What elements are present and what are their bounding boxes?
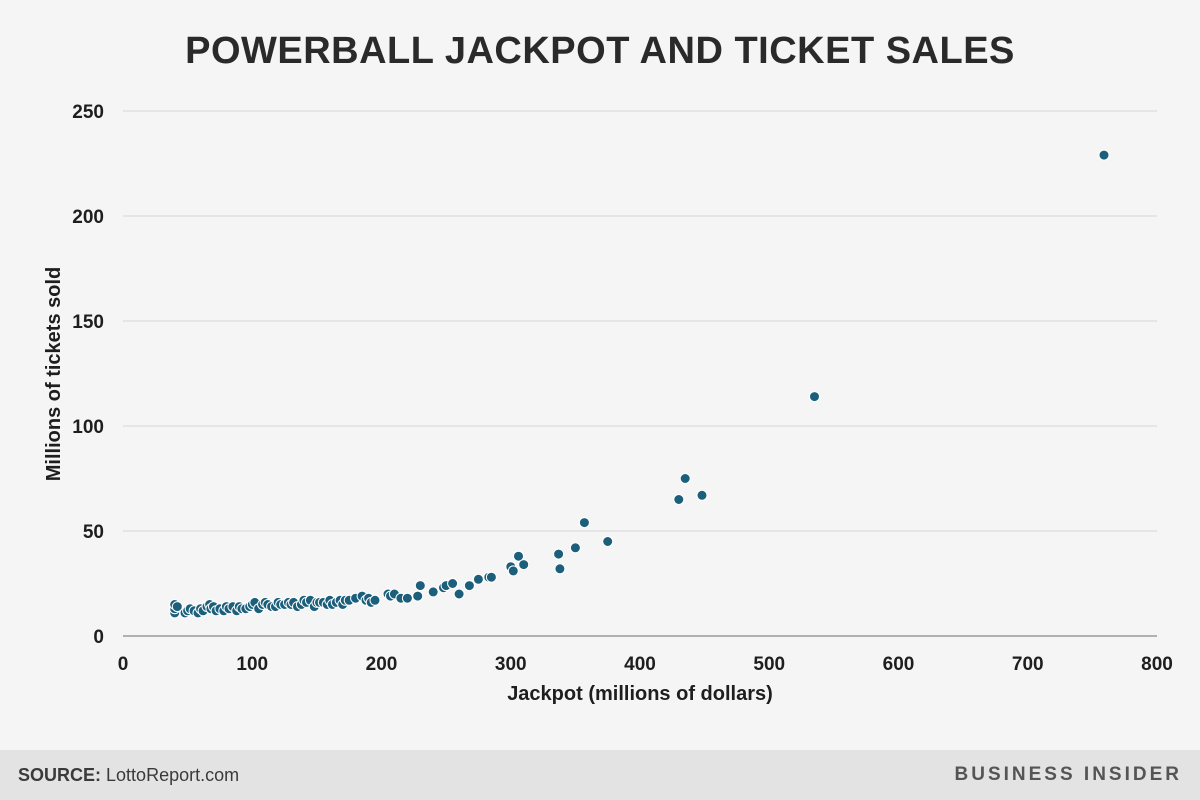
x-tick-label: 800 [1141, 654, 1173, 675]
data-point [578, 517, 590, 529]
data-point [171, 601, 183, 613]
scatter-chart: 0 100 200 300 400 500 600 700 800 0 50 100 150 200 25… [43, 102, 1173, 705]
x-tick-label: 400 [624, 654, 656, 675]
x-tick-label: 200 [366, 654, 398, 675]
y-tick-label: 100 [72, 417, 104, 438]
data-point [569, 542, 581, 554]
data-point [673, 494, 685, 505]
data-point [554, 563, 566, 575]
data-points [169, 149, 1110, 619]
y-tick-labels: 0 50 100 150 200 250 [72, 102, 104, 648]
x-tick-label: 700 [1012, 654, 1044, 675]
data-point [518, 559, 530, 571]
y-tick-label: 0 [93, 627, 104, 648]
data-point [1098, 149, 1110, 161]
data-point [602, 536, 614, 547]
data-point [553, 548, 565, 560]
y-tick-label: 50 [83, 522, 104, 543]
x-tick-label: 600 [883, 654, 915, 675]
data-point [427, 586, 439, 598]
brand-logo: BUSINESS INSIDER [954, 764, 1182, 785]
data-point [472, 573, 484, 585]
x-tick-label: 100 [236, 654, 268, 675]
data-point [513, 550, 524, 562]
data-point [463, 580, 475, 592]
y-axis-label: Millions of tickets sold [43, 267, 65, 481]
source-text: LottoReport.com [106, 765, 240, 785]
chart-title: POWERBALL JACKPOT AND TICKET SALES [185, 30, 1015, 72]
x-axis-label: Jackpot (millions of dollars) [507, 683, 773, 705]
data-point [401, 592, 413, 604]
y-tick-label: 250 [72, 102, 104, 123]
x-tick-labels: 0 100 200 300 400 500 600 700 800 [118, 654, 1173, 675]
y-tick-label: 200 [72, 207, 104, 228]
data-point [412, 590, 424, 602]
source-note: SOURCE: LottoReport.com [18, 765, 239, 786]
source-prefix: SOURCE: [18, 765, 102, 785]
x-tick-label: 0 [118, 654, 129, 675]
data-point [507, 565, 519, 577]
data-point [679, 473, 691, 484]
y-tick-label: 150 [72, 312, 104, 333]
data-point [809, 391, 820, 403]
data-point [696, 489, 708, 501]
footer: SOURCE: LottoReport.com BUSINESS INSIDER [0, 750, 1200, 800]
data-point [414, 580, 426, 592]
x-tick-label: 300 [495, 654, 527, 675]
data-point [447, 578, 459, 589]
x-tick-label: 500 [753, 654, 785, 675]
data-point [369, 594, 381, 606]
data-point [485, 571, 497, 583]
data-point [453, 588, 465, 600]
grid-lines [123, 110, 1157, 637]
